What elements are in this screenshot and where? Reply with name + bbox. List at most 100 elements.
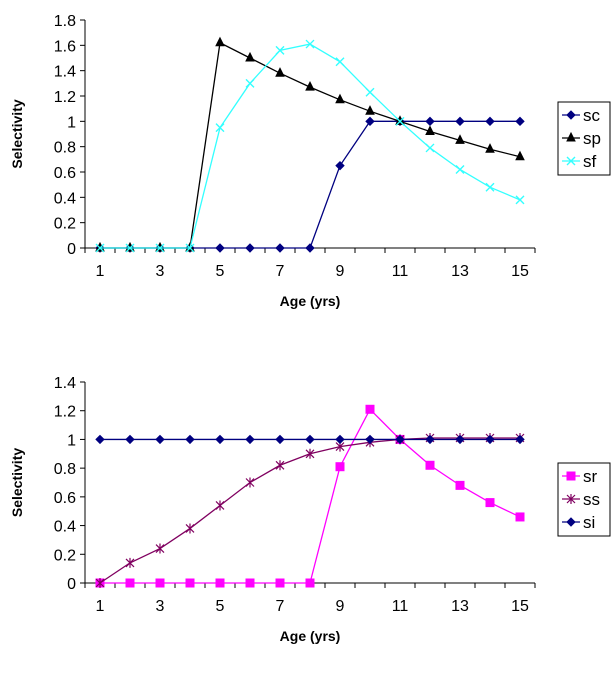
data-point-sc (335, 160, 345, 171)
x-tick-label: 1 (96, 598, 105, 615)
data-point-ss (215, 500, 225, 511)
data-point-sr (185, 578, 195, 588)
data-point-sp (305, 81, 315, 91)
data-point-sf (485, 182, 495, 192)
data-point-sr (275, 578, 285, 588)
data-point-sc (425, 116, 435, 127)
data-point-sf (335, 57, 345, 67)
data-point-sr (425, 460, 435, 470)
x-tick-label: 3 (156, 263, 165, 280)
data-point-ss (155, 543, 165, 554)
data-point-sp (155, 241, 165, 252)
chart-1: 00.20.40.60.811.21.41.61.81 3 5 7 9 11 13 15Age… (9, 13, 611, 309)
x-tick-label: 7 (276, 263, 285, 280)
data-point-sr (515, 512, 525, 522)
data-point-sp (455, 134, 465, 144)
y-tick-label: 1.2 (54, 89, 76, 106)
data-point-si (125, 434, 135, 445)
x-axis-title: Age (yrs) (280, 628, 341, 644)
data-point-sr (485, 498, 495, 508)
series-sp (95, 36, 525, 252)
data-point-ss (245, 477, 255, 488)
data-point-sp (515, 150, 525, 161)
data-point-sr (155, 578, 165, 588)
series-ss (95, 432, 525, 588)
data-point-si (365, 434, 375, 445)
legend-label-sc: sc (583, 106, 601, 125)
legend-marker-sr (566, 471, 576, 481)
series-si (95, 434, 525, 445)
x-tick-label: 11 (392, 263, 409, 280)
data-point-sp (215, 36, 225, 47)
data-point-sp (485, 143, 495, 153)
legend-marker-sf (566, 156, 576, 166)
data-point-si (245, 434, 255, 445)
x-axis-title: Age (yrs) (280, 293, 341, 309)
series-line-sp (100, 41, 521, 249)
y-tick-label: 0.2 (54, 216, 76, 233)
data-point-sf (275, 45, 285, 55)
data-point-si (455, 434, 465, 445)
data-point-sr (335, 462, 345, 472)
data-point-si (335, 434, 345, 445)
data-point-ss (275, 460, 285, 471)
data-point-si (515, 434, 525, 445)
x-tick-label: 15 (511, 263, 529, 280)
data-point-sf (425, 143, 435, 153)
data-point-sc (455, 116, 465, 127)
y-tick-label: 1.4 (54, 64, 76, 81)
y-tick-label: 0.8 (54, 461, 76, 478)
data-point-sr (245, 578, 255, 588)
data-point-sc (485, 116, 495, 127)
data-point-sr (455, 480, 465, 490)
y-tick-label: 1 (67, 114, 76, 131)
data-point-sr (215, 578, 225, 588)
data-point-si (485, 434, 495, 445)
y-axis-title: Selectivity (9, 448, 25, 517)
data-point-si (425, 434, 435, 445)
data-point-sf (185, 243, 195, 253)
data-point-sp (125, 241, 135, 252)
y-tick-label: 0.2 (54, 547, 76, 564)
data-point-sp (275, 67, 285, 77)
data-point-sp (245, 51, 255, 62)
series-sr (95, 404, 525, 588)
y-tick-label: 0 (67, 576, 76, 593)
legend-label-sf: sf (583, 152, 597, 171)
x-tick-label: 13 (451, 598, 469, 615)
legend-marker-sp (566, 131, 576, 142)
data-point-sp (335, 93, 345, 104)
x-tick-label: 9 (336, 263, 345, 280)
data-point-sf (305, 39, 315, 49)
y-tick-label: 0 (67, 241, 76, 258)
data-point-sc (215, 243, 225, 253)
data-point-si (185, 434, 195, 445)
data-point-sf (515, 195, 525, 205)
data-point-si (275, 434, 285, 445)
data-point-ss (305, 448, 315, 459)
data-point-sc (515, 116, 525, 127)
data-point-sf (215, 123, 225, 133)
legend-label-si: si (583, 513, 595, 532)
y-tick-label: 0.6 (54, 165, 76, 182)
series-line-ss (99, 437, 520, 584)
y-tick-label: 1.4 (54, 375, 76, 392)
data-point-ss (95, 578, 105, 588)
legend-marker-sc (566, 110, 576, 120)
legend-label-ss: ss (583, 490, 600, 509)
data-point-ss (125, 557, 135, 568)
data-point-si (155, 434, 165, 445)
data-point-ss (185, 523, 195, 534)
data-point-si (215, 434, 225, 445)
data-point-sf (365, 87, 375, 97)
x-tick-label: 3 (156, 598, 165, 615)
series-sf (95, 39, 525, 253)
series-line-sf (100, 43, 521, 249)
data-point-sc (275, 243, 285, 253)
data-point-si (305, 434, 315, 445)
x-tick-label: 9 (336, 598, 345, 615)
x-tick-label: 13 (451, 263, 469, 280)
data-point-sc (245, 243, 255, 253)
y-tick-label: 0.8 (54, 140, 76, 157)
